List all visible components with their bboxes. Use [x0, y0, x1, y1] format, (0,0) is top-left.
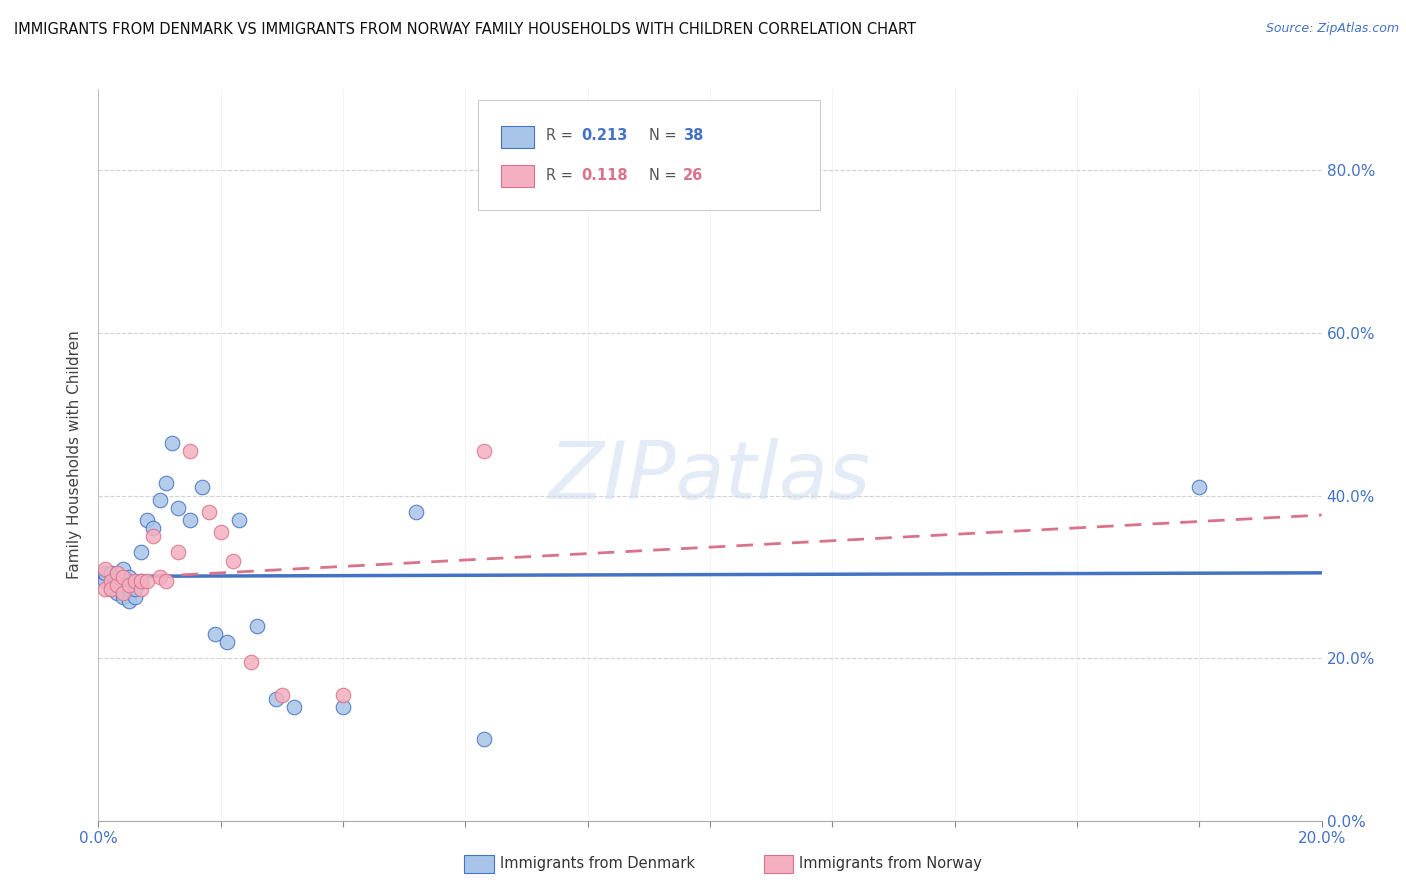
Text: R =: R =: [546, 168, 578, 183]
Point: [405, 505, 427, 519]
Point: [118, 582, 141, 596]
Text: 26: 26: [683, 168, 703, 183]
Point: [124, 582, 146, 596]
Point: [228, 513, 250, 527]
Point: [124, 574, 146, 588]
Text: Source: ZipAtlas.com: Source: ZipAtlas.com: [1265, 22, 1399, 36]
Text: R =: R =: [546, 128, 578, 143]
Point: [105, 578, 128, 592]
Point: [105, 574, 128, 588]
Text: 38: 38: [683, 128, 703, 143]
Point: [179, 513, 201, 527]
Text: 0.118: 0.118: [582, 168, 628, 183]
Point: [100, 574, 122, 588]
Point: [240, 655, 263, 669]
Point: [264, 691, 287, 706]
Point: [209, 525, 232, 540]
Point: [136, 574, 159, 588]
Text: Immigrants from Denmark: Immigrants from Denmark: [499, 856, 695, 871]
Point: [136, 513, 159, 527]
Point: [472, 443, 495, 458]
Point: [93, 562, 115, 576]
Point: [93, 582, 115, 596]
FancyBboxPatch shape: [501, 126, 534, 148]
Point: [197, 505, 219, 519]
Point: [283, 699, 305, 714]
Point: [111, 562, 134, 576]
Point: [100, 582, 122, 596]
Point: [124, 590, 146, 604]
Point: [167, 545, 190, 559]
Point: [100, 582, 122, 596]
Point: [215, 635, 238, 649]
Point: [129, 582, 152, 596]
Text: 0.213: 0.213: [582, 128, 628, 143]
Point: [155, 476, 177, 491]
FancyBboxPatch shape: [478, 100, 820, 210]
Point: [93, 574, 115, 588]
Point: [222, 553, 245, 567]
Text: IMMIGRANTS FROM DENMARK VS IMMIGRANTS FROM NORWAY FAMILY HOUSEHOLDS WITH CHILDRE: IMMIGRANTS FROM DENMARK VS IMMIGRANTS FR…: [14, 22, 917, 37]
Point: [204, 626, 226, 640]
Text: ZIPatlas: ZIPatlas: [548, 438, 872, 516]
Point: [332, 699, 354, 714]
FancyBboxPatch shape: [763, 855, 793, 872]
Point: [129, 574, 152, 588]
Text: Immigrants from Norway: Immigrants from Norway: [800, 856, 983, 871]
Point: [246, 618, 269, 632]
Point: [155, 574, 177, 588]
Point: [93, 566, 115, 580]
Point: [111, 586, 134, 600]
Point: [270, 688, 292, 702]
Point: [111, 578, 134, 592]
Point: [118, 570, 141, 584]
Point: [160, 435, 183, 450]
Point: [118, 578, 141, 592]
Point: [191, 480, 214, 494]
Point: [142, 529, 165, 543]
Point: [105, 566, 128, 580]
Text: N =: N =: [650, 168, 681, 183]
Point: [1188, 480, 1211, 494]
Point: [129, 574, 152, 588]
Point: [111, 570, 134, 584]
Point: [142, 521, 165, 535]
Point: [100, 566, 122, 580]
Point: [332, 688, 354, 702]
Point: [149, 570, 172, 584]
FancyBboxPatch shape: [464, 855, 494, 872]
Point: [149, 492, 172, 507]
FancyBboxPatch shape: [501, 165, 534, 187]
Point: [105, 566, 128, 580]
Point: [118, 594, 141, 608]
Point: [472, 732, 495, 747]
Point: [111, 590, 134, 604]
Y-axis label: Family Households with Children: Family Households with Children: [67, 331, 83, 579]
Point: [179, 443, 201, 458]
Point: [167, 500, 190, 515]
Text: N =: N =: [650, 128, 681, 143]
Point: [129, 545, 152, 559]
Point: [105, 586, 128, 600]
